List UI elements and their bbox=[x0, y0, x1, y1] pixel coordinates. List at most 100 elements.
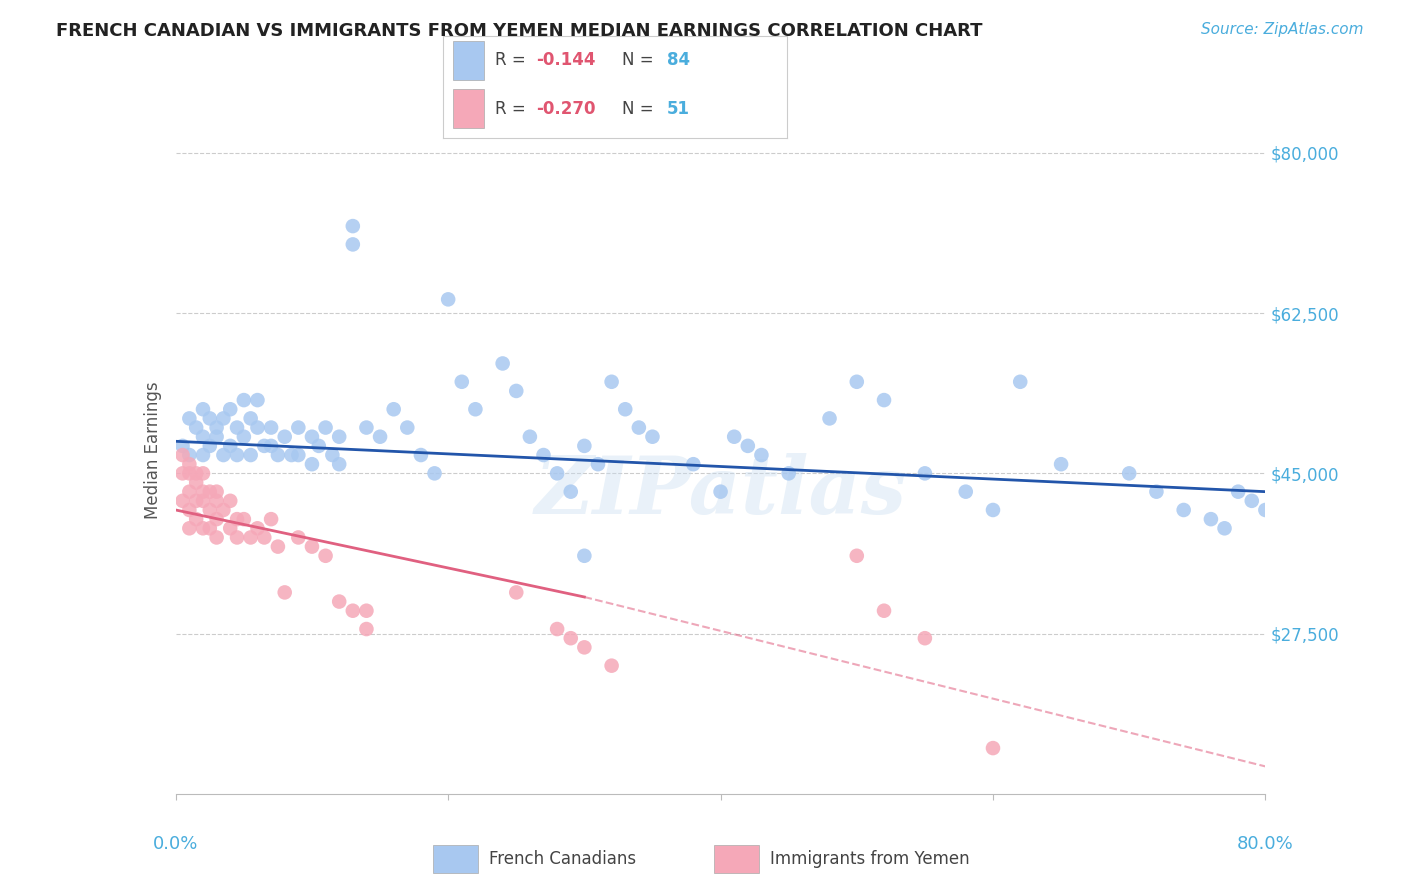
Text: ZIPatlas: ZIPatlas bbox=[534, 453, 907, 531]
Point bbox=[179, 467, 201, 481]
Point bbox=[246, 420, 269, 434]
Point bbox=[226, 448, 249, 462]
Point bbox=[191, 430, 214, 444]
Point bbox=[226, 512, 249, 526]
Point bbox=[321, 448, 343, 462]
Point bbox=[191, 484, 214, 499]
Point bbox=[368, 430, 391, 444]
Point bbox=[205, 420, 228, 434]
Point bbox=[274, 430, 297, 444]
Point bbox=[574, 549, 596, 563]
Point bbox=[232, 430, 254, 444]
Point bbox=[274, 585, 297, 599]
Point bbox=[1254, 503, 1277, 517]
Point bbox=[212, 448, 235, 462]
Point bbox=[710, 484, 733, 499]
Point bbox=[342, 219, 364, 233]
Point bbox=[586, 457, 609, 471]
Point bbox=[239, 448, 262, 462]
Point bbox=[1050, 457, 1073, 471]
Point bbox=[437, 293, 460, 307]
Point bbox=[1240, 493, 1263, 508]
Point bbox=[308, 439, 330, 453]
Point bbox=[409, 448, 432, 462]
Point bbox=[191, 493, 214, 508]
Point bbox=[172, 493, 194, 508]
Point bbox=[981, 503, 1004, 517]
Point bbox=[627, 420, 650, 434]
Point bbox=[574, 439, 596, 453]
Point bbox=[342, 237, 364, 252]
Bar bbox=[453, 89, 484, 128]
Point bbox=[219, 521, 242, 535]
Point bbox=[246, 393, 269, 408]
Point bbox=[260, 512, 283, 526]
Point bbox=[246, 521, 269, 535]
Point bbox=[267, 448, 290, 462]
Point bbox=[492, 356, 515, 370]
Point bbox=[179, 457, 201, 471]
Point bbox=[232, 512, 254, 526]
Point bbox=[464, 402, 486, 417]
Point bbox=[533, 448, 555, 462]
Point bbox=[356, 420, 378, 434]
Text: French Canadians: French Canadians bbox=[489, 849, 637, 868]
Point bbox=[260, 439, 283, 453]
Point bbox=[198, 503, 221, 517]
Point bbox=[751, 448, 773, 462]
Point bbox=[287, 448, 309, 462]
Point bbox=[560, 631, 582, 645]
Point bbox=[239, 531, 262, 545]
Text: N =: N = bbox=[621, 52, 659, 70]
Text: 51: 51 bbox=[666, 100, 690, 118]
Point bbox=[396, 420, 419, 434]
Point bbox=[287, 531, 309, 545]
Point bbox=[873, 604, 896, 618]
Bar bbox=[714, 845, 759, 872]
Point bbox=[723, 430, 745, 444]
Text: 0.0%: 0.0% bbox=[153, 835, 198, 853]
Text: 80.0%: 80.0% bbox=[1237, 835, 1294, 853]
Point bbox=[239, 411, 262, 425]
Point bbox=[600, 375, 623, 389]
Point bbox=[505, 585, 527, 599]
Point bbox=[172, 467, 194, 481]
Point bbox=[226, 531, 249, 545]
Point bbox=[205, 531, 228, 545]
Point bbox=[212, 503, 235, 517]
Point bbox=[191, 402, 214, 417]
Point bbox=[818, 411, 841, 425]
Point bbox=[191, 448, 214, 462]
Text: -0.270: -0.270 bbox=[536, 100, 595, 118]
Point bbox=[382, 402, 405, 417]
Point bbox=[179, 484, 201, 499]
Point bbox=[574, 640, 596, 655]
Point bbox=[186, 420, 208, 434]
Point bbox=[186, 475, 208, 490]
Point bbox=[226, 420, 249, 434]
Point bbox=[1199, 512, 1222, 526]
Text: Source: ZipAtlas.com: Source: ZipAtlas.com bbox=[1201, 22, 1364, 37]
Point bbox=[219, 402, 242, 417]
Point bbox=[1173, 503, 1195, 517]
Point bbox=[1213, 521, 1236, 535]
Point bbox=[423, 467, 446, 481]
Point bbox=[1227, 484, 1250, 499]
Point bbox=[1010, 375, 1032, 389]
Point bbox=[546, 622, 568, 636]
Point bbox=[1144, 484, 1167, 499]
Point bbox=[205, 430, 228, 444]
Bar bbox=[433, 845, 478, 872]
Point bbox=[955, 484, 977, 499]
Point bbox=[981, 741, 1004, 756]
Point bbox=[600, 658, 623, 673]
Point bbox=[519, 430, 541, 444]
Point bbox=[186, 512, 208, 526]
Point bbox=[212, 411, 235, 425]
Point bbox=[356, 604, 378, 618]
Point bbox=[778, 467, 800, 481]
Point bbox=[179, 411, 201, 425]
Point bbox=[191, 467, 214, 481]
Point bbox=[191, 521, 214, 535]
Point bbox=[315, 420, 337, 434]
